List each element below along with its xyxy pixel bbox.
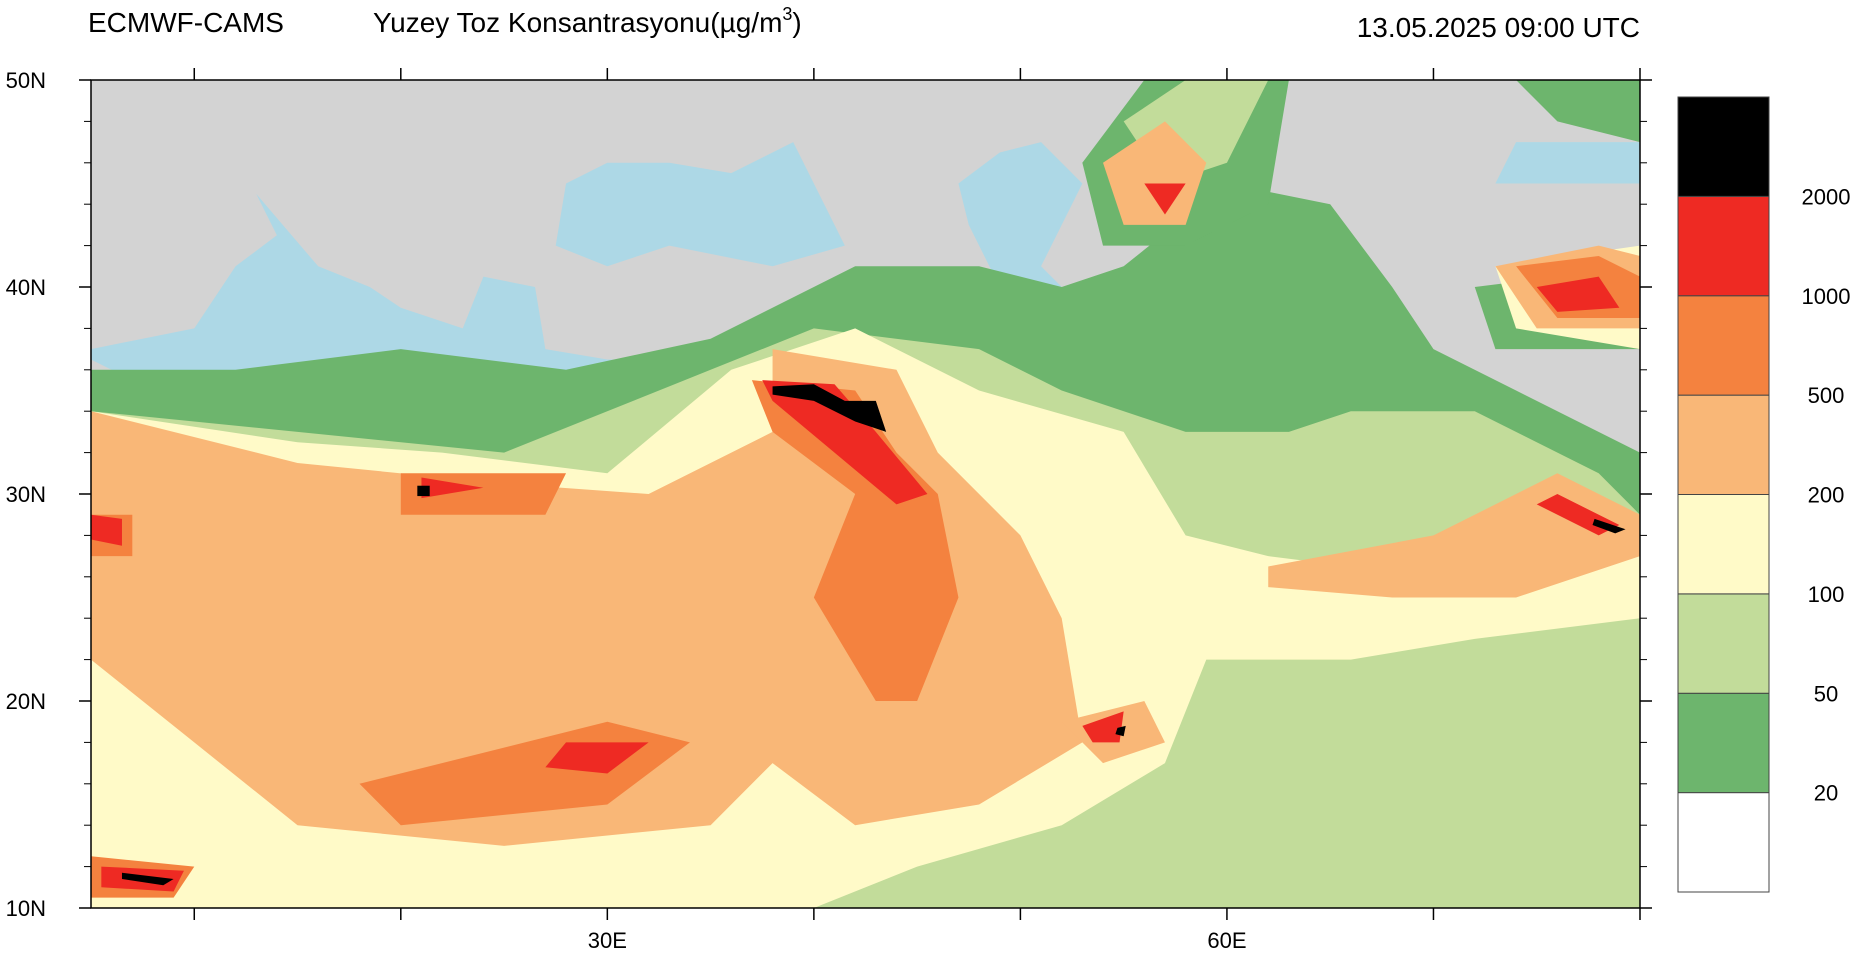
colorbar-box	[1677, 494, 1770, 595]
colorbar-label: 100	[1808, 582, 1845, 607]
dust-area	[1536, 276, 1620, 312]
dust-area	[417, 485, 430, 497]
map-area	[91, 80, 1640, 908]
sea	[555, 142, 845, 267]
colorbar-label: 500	[1808, 383, 1845, 408]
colorbar-box	[1677, 195, 1770, 297]
colorbar-label: 20	[1814, 781, 1838, 806]
colorbar-box	[1677, 593, 1770, 694]
y-tick-label: 20N	[6, 689, 46, 714]
colorbar-label: 200	[1808, 483, 1845, 508]
y-tick-label: 50N	[6, 68, 46, 93]
dust-area	[1592, 518, 1626, 534]
dust-area	[772, 384, 887, 432]
colorbar-box	[1677, 692, 1770, 794]
dust-area	[91, 514, 122, 546]
dust-area	[421, 477, 484, 499]
colorbar-box	[1677, 792, 1770, 893]
colorbar-label: 50	[1814, 681, 1838, 706]
x-tick-label: 30E	[588, 928, 627, 953]
map-title: Yuzey Toz Konsantrasyonu(µg/m3)	[373, 4, 802, 38]
dust-area	[1115, 725, 1126, 737]
dust-area	[1144, 183, 1186, 215]
dust-area	[762, 380, 928, 505]
sea	[1495, 142, 1640, 184]
colorbar-label: 1000	[1802, 284, 1851, 309]
y-tick-label: 40N	[6, 275, 46, 300]
title-superscript: 3	[782, 4, 792, 24]
colorbar-box	[1677, 96, 1770, 197]
title-text: Yuzey Toz Konsantrasyonu(µg/m	[373, 7, 782, 38]
source-label: ECMWF-CAMS	[88, 7, 284, 38]
dust-area	[1103, 121, 1207, 225]
y-tick-label: 30N	[6, 482, 46, 507]
dust-area	[751, 380, 959, 701]
dust-area	[1082, 711, 1124, 743]
colorbar-box	[1677, 394, 1770, 495]
y-tick-label: 10N	[6, 896, 46, 921]
title-end: )	[792, 7, 801, 38]
colorbar-box	[1677, 295, 1770, 396]
dust-area	[545, 742, 649, 774]
dust-area	[1516, 80, 1640, 143]
time-label: 13.05.2025 09:00 UTC	[1357, 12, 1640, 43]
dust-area	[121, 872, 174, 886]
colorbar-label: 2000	[1802, 184, 1851, 209]
x-tick-label: 60E	[1207, 928, 1246, 953]
